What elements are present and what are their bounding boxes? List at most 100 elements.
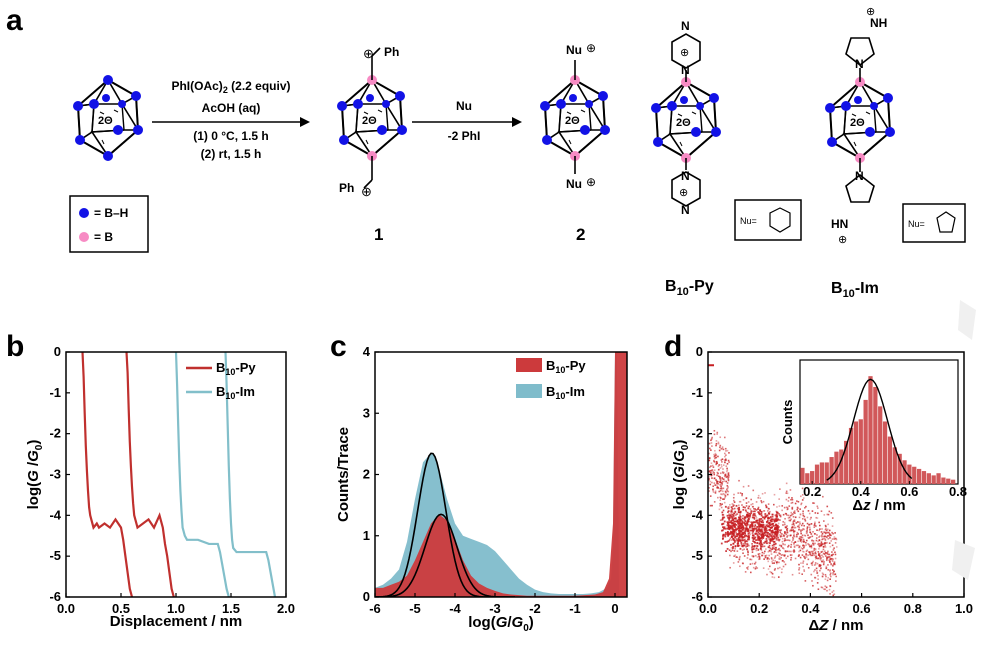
density-point <box>819 544 821 547</box>
density-point <box>720 481 722 484</box>
density-point <box>819 524 821 527</box>
density-point <box>724 535 727 538</box>
density-point <box>755 517 758 519</box>
density-point <box>771 572 774 575</box>
reagent-line-1: PhI(OAc)2 (2.2 equiv) <box>171 79 290 95</box>
density-point <box>832 532 834 535</box>
density-point <box>739 515 742 518</box>
density-point <box>714 455 716 457</box>
density-point <box>733 539 736 542</box>
density-point <box>758 556 761 559</box>
density-point <box>790 498 792 501</box>
b10py-caption: B10-Py <box>665 278 714 298</box>
density-point <box>737 525 740 528</box>
density-point <box>823 553 826 556</box>
density-point <box>829 578 831 580</box>
density-point <box>783 547 785 550</box>
inset-bar <box>839 449 844 484</box>
panel-d-ytick-label: -3 <box>691 467 703 482</box>
inset-bar <box>887 436 893 484</box>
density-point <box>784 563 787 566</box>
density-point <box>813 526 816 528</box>
density-point <box>713 453 715 456</box>
density-point <box>747 553 749 556</box>
density-point <box>754 513 756 515</box>
panel-d-xlabel: ΔZ / nm <box>809 617 864 634</box>
density-point <box>727 476 730 478</box>
density-point <box>708 364 714 367</box>
b10im-caption: B10-Im <box>831 280 879 300</box>
density-point <box>821 575 824 578</box>
density-point <box>738 504 740 507</box>
density-point <box>772 531 774 534</box>
density-point <box>813 524 816 527</box>
density-point <box>751 503 754 505</box>
density-point <box>727 472 730 474</box>
density-point <box>823 535 825 538</box>
density-point <box>767 512 770 515</box>
panel-d-xtick-label: 0.2 <box>750 601 768 616</box>
density-point <box>735 539 738 542</box>
density-point <box>791 514 793 516</box>
density-point <box>809 545 812 548</box>
density-point <box>768 536 771 539</box>
density-point <box>746 535 749 538</box>
density-point <box>779 558 781 560</box>
density-point <box>798 545 801 548</box>
density-point <box>826 513 829 516</box>
density-point <box>749 526 751 529</box>
density-point <box>726 527 729 530</box>
density-point <box>812 540 815 542</box>
density-point <box>791 498 794 501</box>
density-point <box>805 539 808 542</box>
density-point <box>750 510 753 513</box>
density-point <box>748 512 751 515</box>
density-point <box>744 515 746 518</box>
density-point <box>812 552 815 555</box>
density-point <box>727 459 730 462</box>
density-point <box>736 520 739 522</box>
density-point <box>720 493 722 495</box>
density-point <box>753 518 756 520</box>
density-point <box>785 498 788 501</box>
panel-c-areas <box>375 352 627 597</box>
density-point <box>805 505 807 508</box>
density-point <box>740 533 743 536</box>
density-point <box>754 514 756 517</box>
density-point <box>766 535 769 538</box>
density-point <box>773 569 776 571</box>
density-point <box>799 556 802 559</box>
density-point <box>718 468 720 471</box>
panel-d-chart: 0.0 0.2 0.4 0.6 0.8 1.00-1-2-3-4-5-6ΔZ / nmlo… <box>671 344 973 634</box>
density-point <box>753 517 756 519</box>
density-point <box>732 562 735 564</box>
density-point <box>827 513 830 516</box>
density-point <box>831 544 834 547</box>
density-point <box>793 534 795 537</box>
density-point <box>757 524 760 526</box>
panel-d-ytick-label: -1 <box>691 385 703 400</box>
density-point <box>820 551 823 553</box>
density-point <box>831 560 834 562</box>
density-point <box>830 563 833 566</box>
density-point <box>833 570 835 573</box>
density-point <box>766 514 769 517</box>
density-point <box>741 523 743 526</box>
density-point <box>714 492 717 494</box>
compound-1-cage: 2Θ <box>337 47 407 189</box>
density-point <box>816 570 818 572</box>
density-point <box>797 510 800 513</box>
density-point <box>746 523 749 526</box>
density-point <box>724 494 727 497</box>
density-point <box>799 508 801 510</box>
density-point <box>727 479 730 482</box>
density-point <box>816 572 818 574</box>
density-point <box>728 525 730 527</box>
density-point <box>791 554 793 556</box>
step2-byproduct: -2 PhI <box>448 129 481 143</box>
density-point <box>723 480 726 482</box>
density-point <box>824 550 826 552</box>
density-point <box>762 521 764 524</box>
density-point <box>743 536 746 538</box>
density-point <box>723 478 725 481</box>
